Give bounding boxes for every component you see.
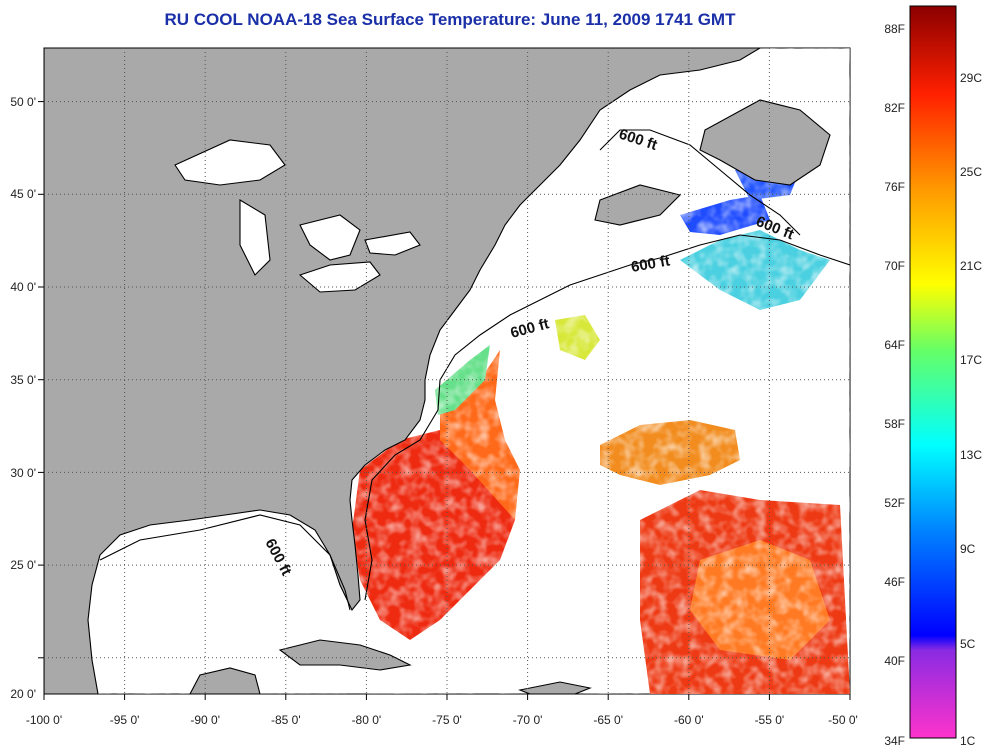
lon-tick-label: -70 0' [513, 713, 543, 727]
lon-tick-label: -55 0' [755, 713, 785, 727]
lat-tick-label: 40 0' [10, 280, 36, 294]
depth-contour-600ft [99, 129, 850, 611]
longitude-labels: -100 0' -95 0' -90 0' -85 0' -80 0' -75 … [26, 713, 858, 727]
colorbar-c-label: 1C [960, 734, 976, 748]
land-cuba [278, 639, 412, 671]
colorbar-c-label: 5C [960, 637, 976, 651]
land-yucatan [189, 667, 261, 694]
land-great-lakes-region [174, 139, 421, 293]
colorbar-c-label: 13C [960, 448, 982, 462]
colorbar-f-label: 88F [884, 22, 905, 36]
temperature-colorbar: 88F 82F 76F 70F 64F 58F 52F 46F 40F 34F … [884, 5, 982, 748]
lat-tick-label: 25 0' [10, 558, 36, 572]
colorbar-f-label: 40F [884, 654, 905, 668]
lat-tick-label: 45 0' [10, 187, 36, 201]
land-masses [44, 48, 831, 694]
lat-tick-label: 30 0' [10, 466, 36, 480]
colorbar-celsius-labels: 29C 25C 21C 17C 13C 9C 5C 1C [960, 71, 982, 748]
colorbar-c-label: 9C [960, 542, 976, 556]
lon-tick-label: -100 0' [26, 713, 62, 727]
depth-label-nova-scotia: 600 ft [630, 252, 672, 276]
colorbar-f-label: 52F [884, 496, 905, 510]
colorbar-f-label: 34F [884, 734, 905, 748]
latitude-labels: 50 0' 45 0' 40 0' 35 0' 30 0' 25 0' 20 0… [10, 95, 36, 701]
lon-tick-label: -75 0' [432, 713, 462, 727]
colorbar-f-label: 58F [884, 417, 905, 431]
colorbar-fahrenheit-labels: 88F 82F 76F 70F 64F 58F 52F 46F 40F 34F [884, 22, 905, 748]
land-north-america [44, 48, 762, 694]
colorbar-c-label: 21C [960, 259, 982, 273]
colorbar-f-label: 46F [884, 575, 905, 589]
lat-tick-label: 20 0' [10, 687, 36, 701]
colorbar-c-label: 25C [960, 165, 982, 179]
land-newfoundland [699, 99, 831, 186]
colorbar-f-label: 64F [884, 338, 905, 352]
lat-tick-label: 50 0' [10, 95, 36, 109]
colorbar-c-label: 29C [960, 71, 982, 85]
colorbar-c-label: 17C [960, 353, 982, 367]
land-hispaniola [518, 681, 592, 694]
lon-tick-label: -50 0' [828, 713, 858, 727]
colorbar-f-label: 76F [884, 180, 905, 194]
lon-tick-label: -65 0' [593, 713, 623, 727]
lon-tick-label: -90 0' [190, 713, 220, 727]
colorbar-f-label: 70F [884, 259, 905, 273]
colorbar-gradient [909, 5, 957, 739]
lon-tick-label: -80 0' [352, 713, 382, 727]
lon-tick-label: -85 0' [271, 713, 301, 727]
colorbar-f-label: 82F [884, 101, 905, 115]
lon-tick-label: -95 0' [110, 713, 140, 727]
axis-ticks [38, 101, 851, 700]
lon-tick-label: -60 0' [674, 713, 704, 727]
map-title: RU COOL NOAA-18 Sea Surface Temperature:… [164, 10, 736, 29]
land-nova-scotia [594, 184, 682, 226]
lat-tick-label: 35 0' [10, 373, 36, 387]
